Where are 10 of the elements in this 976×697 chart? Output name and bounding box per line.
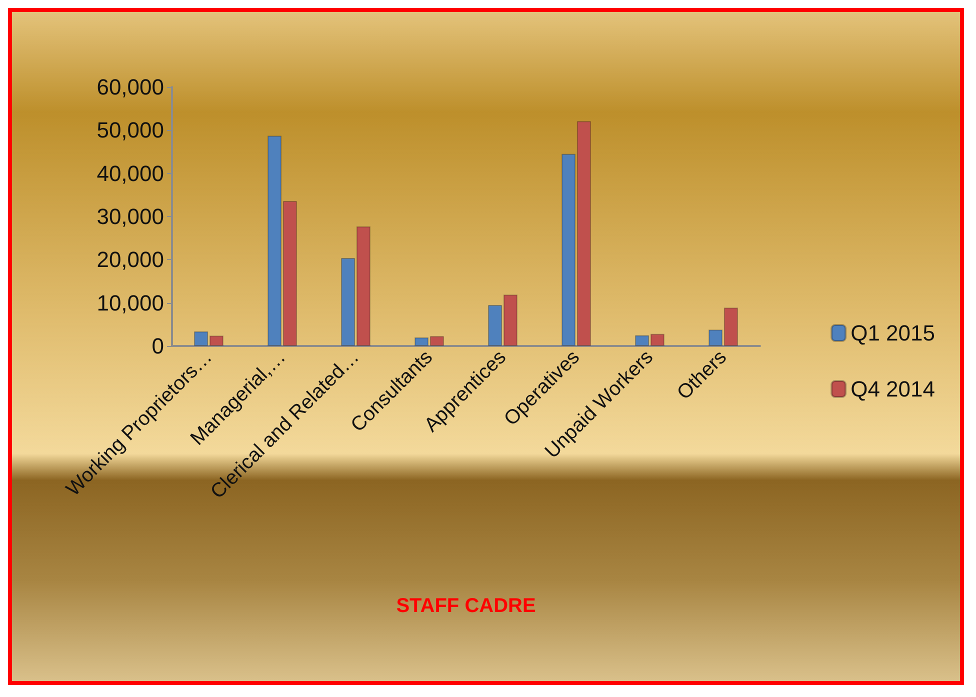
y-tick-label: 40,000 [96,160,164,186]
y-tick-label: 60,000 [96,74,164,100]
y-tick-label: 20,000 [96,247,164,272]
legend-label: Q1 2015 [850,320,936,346]
x-axis-title: STAFF CADRE [396,595,536,617]
y-tick-label: 50,000 [96,118,164,143]
y-tick-label: 0 [152,334,164,358]
legend-label: Q4 2014 [850,376,936,402]
y-tick-label: 30,000 [96,204,164,229]
y-tick-label: 10,000 [96,290,164,316]
